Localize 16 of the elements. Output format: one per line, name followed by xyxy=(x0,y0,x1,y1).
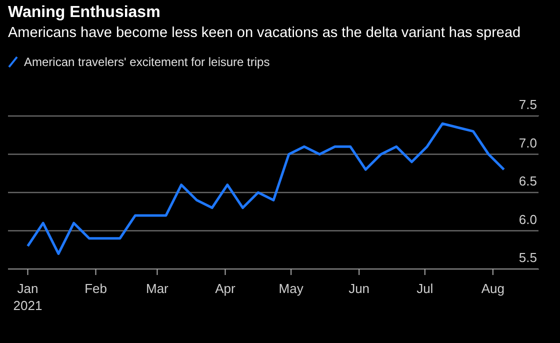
y-tick-label: 5.5 xyxy=(518,250,537,265)
x-tick-label: Mar xyxy=(146,281,170,296)
y-tick-label: 7.5 xyxy=(518,97,537,112)
x-tick-label: Feb xyxy=(84,281,107,296)
x-tick-label: Jun xyxy=(348,281,370,296)
y-tick-label: 6.0 xyxy=(518,212,537,227)
x-tick-label: Apr xyxy=(215,281,236,296)
x-tick-label: May xyxy=(278,281,304,296)
x-tick-label: Jul xyxy=(416,281,434,296)
chart-subtitle: Americans have become less keen on vacations as the delta variant has spread xyxy=(8,24,522,43)
legend-label: American travelers' excitement for leisure trips xyxy=(23,55,270,69)
chart-title: Waning Enthusiasm xyxy=(8,4,160,22)
y-tick-label: 6.5 xyxy=(518,174,537,188)
x-tick-label: Aug xyxy=(481,281,504,296)
y-tick-label: 7.0 xyxy=(518,135,537,150)
x-tick-label: Jan 2021 xyxy=(13,281,42,313)
